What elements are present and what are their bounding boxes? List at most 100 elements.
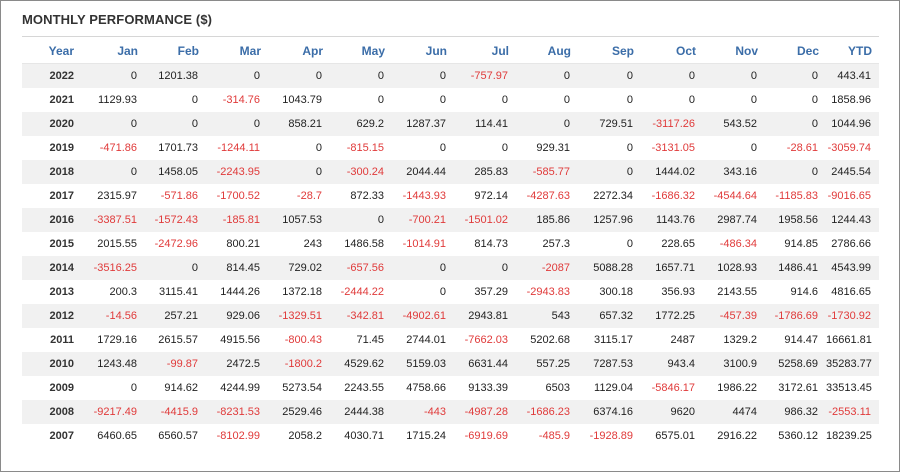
- value-cell-mar: 800.21: [206, 232, 268, 256]
- table-row: 2011 1729.16 2615.57 4915.56 -800.43 71.45 274…: [22, 328, 879, 352]
- value-cell-dec: 1486.41: [765, 256, 826, 280]
- value-cell-ytd: 33513.45: [826, 376, 879, 400]
- value-cell-apr: -1329.51: [268, 304, 330, 328]
- value-cell-sep: 0: [578, 63, 641, 88]
- value-cell-oct: 356.93: [641, 280, 703, 304]
- value-cell-aug: -585.77: [516, 160, 578, 184]
- value-cell-dec: 5360.12: [765, 424, 826, 448]
- value-cell-nov: -486.34: [703, 232, 765, 256]
- value-cell-apr: 729.02: [268, 256, 330, 280]
- value-cell-jan: 2015.55: [82, 232, 145, 256]
- value-cell-may: -657.56: [330, 256, 392, 280]
- value-cell-ytd: 16661.81: [826, 328, 879, 352]
- value-cell-jun: -700.21: [392, 208, 454, 232]
- table-row: 2021 1129.93 0 -314.76 1043.79 0 0 0 0 0 0 0 0 1858.9…: [22, 88, 879, 112]
- table-row: 2019 -471.86 1701.73 -1244.11 0 -815.15 0 0 929.…: [22, 136, 879, 160]
- year-cell: 2019: [22, 136, 82, 160]
- value-cell-ytd: 1244.43: [826, 208, 879, 232]
- value-cell-mar: -314.76: [206, 88, 268, 112]
- table-row: 2012 -14.56 257.21 929.06 -1329.51 -342.81 -49…: [22, 304, 879, 328]
- column-header-aug: Aug: [516, 39, 578, 64]
- value-cell-nov: -4544.64: [703, 184, 765, 208]
- value-cell-may: 0: [330, 63, 392, 88]
- value-cell-feb: 1458.05: [145, 160, 206, 184]
- value-cell-ytd: -3059.74: [826, 136, 879, 160]
- year-cell: 2009: [22, 376, 82, 400]
- value-cell-aug: 0: [516, 88, 578, 112]
- table-header-row: Year Jan Feb Mar Apr May Jun Jul Aug Sep Oct Nov Dec…: [22, 39, 879, 64]
- value-cell-jan: 6460.65: [82, 424, 145, 448]
- year-cell: 2013: [22, 280, 82, 304]
- value-cell-mar: -8231.53: [206, 400, 268, 424]
- value-cell-sep: 0: [578, 160, 641, 184]
- value-cell-sep: 300.18: [578, 280, 641, 304]
- value-cell-ytd: -9016.65: [826, 184, 879, 208]
- value-cell-sep: 7287.53: [578, 352, 641, 376]
- value-cell-jun: 4758.66: [392, 376, 454, 400]
- value-cell-jun: -1443.93: [392, 184, 454, 208]
- value-cell-dec: -1786.69: [765, 304, 826, 328]
- value-cell-feb: 2615.57: [145, 328, 206, 352]
- value-cell-apr: 0: [268, 160, 330, 184]
- value-cell-apr: 0: [268, 63, 330, 88]
- column-header-apr: Apr: [268, 39, 330, 64]
- value-cell-nov: 1329.2: [703, 328, 765, 352]
- value-cell-sep: -1928.89: [578, 424, 641, 448]
- value-cell-jun: 1287.37: [392, 112, 454, 136]
- value-cell-sep: 0: [578, 136, 641, 160]
- value-cell-oct: 1143.76: [641, 208, 703, 232]
- value-cell-aug: -485.9: [516, 424, 578, 448]
- value-cell-mar: -1244.11: [206, 136, 268, 160]
- year-cell: 2012: [22, 304, 82, 328]
- value-cell-may: -300.24: [330, 160, 392, 184]
- value-cell-nov: 2916.22: [703, 424, 765, 448]
- value-cell-jul: 0: [454, 136, 516, 160]
- table-row: 2013 200.3 3115.41 1444.26 1372.18 -2444.22 0 3…: [22, 280, 879, 304]
- value-cell-dec: -1185.83: [765, 184, 826, 208]
- year-cell: 2022: [22, 63, 82, 88]
- value-cell-ytd: 35283.77: [826, 352, 879, 376]
- table-row: 2017 2315.97 -571.86 -1700.52 -28.7 872.33 -14…: [22, 184, 879, 208]
- value-cell-mar: 0: [206, 63, 268, 88]
- table-row: 2020 0 0 0 858.21 629.2 1287.37 114.41 0 729.51 -3…: [22, 112, 879, 136]
- year-cell: 2018: [22, 160, 82, 184]
- value-cell-sep: 6374.16: [578, 400, 641, 424]
- column-header-jul: Jul: [454, 39, 516, 64]
- value-cell-aug: -2087: [516, 256, 578, 280]
- value-cell-ytd: 4543.99: [826, 256, 879, 280]
- column-header-nov: Nov: [703, 39, 765, 64]
- value-cell-jul: 285.83: [454, 160, 516, 184]
- table-row: 2018 0 1458.05 -2243.95 0 -300.24 2044.44 285.8…: [22, 160, 879, 184]
- value-cell-mar: 1444.26: [206, 280, 268, 304]
- value-cell-mar: -1700.52: [206, 184, 268, 208]
- value-cell-dec: 914.47: [765, 328, 826, 352]
- value-cell-ytd: 2786.66: [826, 232, 879, 256]
- value-cell-dec: 1958.56: [765, 208, 826, 232]
- value-cell-feb: 0: [145, 112, 206, 136]
- value-cell-oct: 2487: [641, 328, 703, 352]
- year-cell: 2014: [22, 256, 82, 280]
- column-header-sep: Sep: [578, 39, 641, 64]
- column-header-feb: Feb: [145, 39, 206, 64]
- value-cell-dec: 3172.61: [765, 376, 826, 400]
- year-cell: 2008: [22, 400, 82, 424]
- value-cell-jan: 1729.16: [82, 328, 145, 352]
- value-cell-feb: 257.21: [145, 304, 206, 328]
- value-cell-nov: 3100.9: [703, 352, 765, 376]
- table-row: 2009 0 914.62 4244.99 5273.54 2243.55 4758.66 9…: [22, 376, 879, 400]
- table-row: 2007 6460.65 6560.57 -8102.99 2058.2 4030.71 1…: [22, 424, 879, 448]
- value-cell-mar: -2243.95: [206, 160, 268, 184]
- value-cell-nov: 1986.22: [703, 376, 765, 400]
- value-cell-jan: -3387.51: [82, 208, 145, 232]
- value-cell-apr: 1043.79: [268, 88, 330, 112]
- value-cell-jun: 0: [392, 256, 454, 280]
- value-cell-feb: 0: [145, 88, 206, 112]
- value-cell-mar: 2472.5: [206, 352, 268, 376]
- value-cell-ytd: 4816.65: [826, 280, 879, 304]
- value-cell-ytd: 443.41: [826, 63, 879, 88]
- value-cell-jun: 2044.44: [392, 160, 454, 184]
- value-cell-nov: 0: [703, 136, 765, 160]
- value-cell-jun: 0: [392, 136, 454, 160]
- value-cell-jul: 0: [454, 88, 516, 112]
- value-cell-jul: 0: [454, 256, 516, 280]
